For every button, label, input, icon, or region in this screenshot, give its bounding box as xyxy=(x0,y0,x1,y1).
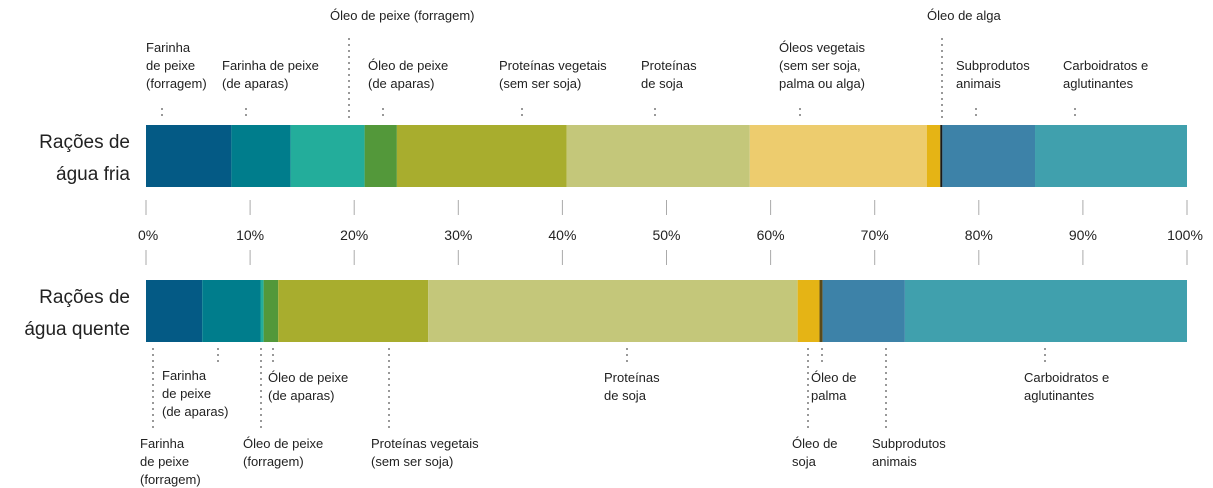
x-tick-label: 40% xyxy=(548,227,576,243)
segment-label: Proteínas xyxy=(604,370,660,385)
segment-label: de soja xyxy=(641,76,684,91)
bar-segment xyxy=(904,280,1187,342)
segment-label: de peixe xyxy=(162,386,211,401)
segment-label: Óleo de peixe xyxy=(268,370,348,385)
x-tick-label: 70% xyxy=(861,227,889,243)
bar-segment xyxy=(146,125,232,187)
segment-label: Farinha xyxy=(162,368,207,383)
segment-label: animais xyxy=(956,76,1001,91)
segment-label: Proteínas vegetais xyxy=(499,58,607,73)
row-label: água quente xyxy=(24,319,130,340)
bar-segment xyxy=(940,125,943,187)
segment-label: Óleos vegetais xyxy=(779,40,865,55)
segment-label: animais xyxy=(872,454,917,469)
segment-label: Farinha xyxy=(146,40,191,55)
bar-segment xyxy=(1035,125,1187,187)
row-label: Rações de xyxy=(39,287,130,308)
segment-label: (forragem) xyxy=(243,454,304,469)
segment-label: de soja xyxy=(604,388,647,403)
segment-label: Subprodutos xyxy=(956,58,1030,73)
bar-segment xyxy=(822,280,905,342)
bar-segment xyxy=(819,280,823,342)
bar-segment xyxy=(263,280,279,342)
segment-label: (forragem) xyxy=(146,76,207,91)
bar-segment xyxy=(396,125,567,187)
segment-label: (de aparas) xyxy=(368,76,434,91)
segment-label: de peixe xyxy=(146,58,195,73)
bar-segment xyxy=(566,125,750,187)
bar-segment xyxy=(364,125,397,187)
segment-label: aglutinantes xyxy=(1024,388,1095,403)
segment-label: Óleo de alga xyxy=(927,8,1001,23)
bar-segment xyxy=(202,280,261,342)
x-tick-label: 10% xyxy=(236,227,264,243)
x-tick-label: 60% xyxy=(757,227,785,243)
segment-label: (forragem) xyxy=(140,472,201,487)
segment-label: palma xyxy=(811,388,847,403)
segment-label: (de aparas) xyxy=(268,388,334,403)
segment-label: Carboidratos e xyxy=(1063,58,1148,73)
bar-segment xyxy=(428,280,798,342)
x-tick-label: 80% xyxy=(965,227,993,243)
segment-label: (de aparas) xyxy=(162,404,228,419)
segment-label: Óleo de peixe xyxy=(368,58,448,73)
segment-label: Carboidratos e xyxy=(1024,370,1109,385)
row-label: água fria xyxy=(56,164,130,185)
bar-segment xyxy=(260,280,264,342)
segment-label: Proteínas vegetais xyxy=(371,436,479,451)
bar-segment xyxy=(926,125,941,187)
x-tick-label: 30% xyxy=(444,227,472,243)
x-tick-label: 20% xyxy=(340,227,368,243)
bar-segment xyxy=(278,280,429,342)
bar-segment xyxy=(749,125,927,187)
bar-segment xyxy=(290,125,365,187)
segment-label: Farinha xyxy=(140,436,185,451)
x-tick-label: 0% xyxy=(138,227,158,243)
segment-label: Óleo de xyxy=(792,436,838,451)
segment-label: soja xyxy=(792,454,817,469)
segment-label: (sem ser soja, xyxy=(779,58,861,73)
x-tick-label: 100% xyxy=(1167,227,1203,243)
segment-label: aglutinantes xyxy=(1063,76,1134,91)
segment-label: Proteínas xyxy=(641,58,697,73)
bar-segment xyxy=(797,280,820,342)
segment-label: Óleo de peixe xyxy=(243,436,323,451)
segment-label: Óleo de xyxy=(811,370,857,385)
segment-label: Subprodutos xyxy=(872,436,946,451)
bar-segment xyxy=(942,125,1036,187)
x-tick-label: 50% xyxy=(652,227,680,243)
segment-label: (sem ser soja) xyxy=(499,76,581,91)
bar-segment xyxy=(146,280,203,342)
segment-label: palma ou alga) xyxy=(779,76,865,91)
row-label: Rações de xyxy=(39,132,130,153)
segment-label: Óleo de peixe (forragem) xyxy=(330,8,475,23)
bar-segment xyxy=(231,125,291,187)
x-tick-label: 90% xyxy=(1069,227,1097,243)
segment-label: (de aparas) xyxy=(222,76,288,91)
segment-label: Farinha de peixe xyxy=(222,58,319,73)
segment-label: de peixe xyxy=(140,454,189,469)
segment-label: (sem ser soja) xyxy=(371,454,453,469)
